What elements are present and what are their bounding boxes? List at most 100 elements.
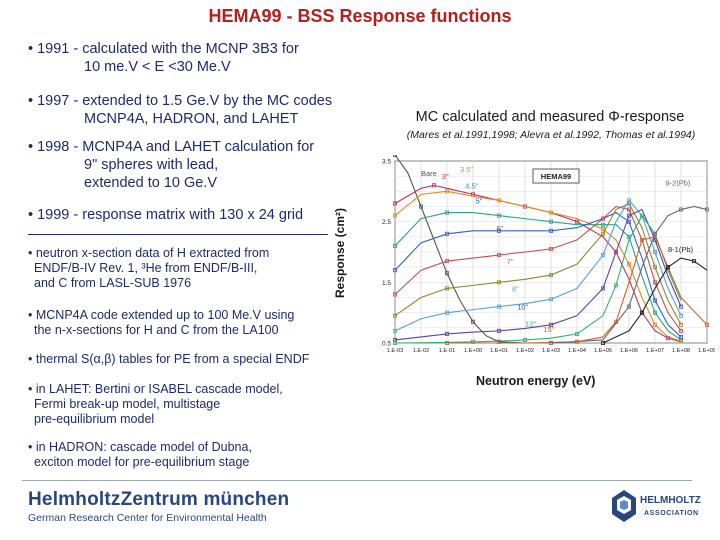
data-point — [496, 228, 501, 233]
y-tick-label: 2.5 — [382, 219, 391, 226]
data-point — [471, 319, 476, 324]
series-label: 8" — [512, 284, 519, 293]
x-tick-label: 1.E-01 — [439, 348, 455, 354]
data-point — [678, 334, 683, 339]
x-tick-label: 1.E+08 — [672, 348, 690, 354]
x-tick-label: 1.E+06 — [620, 348, 638, 354]
data-point — [600, 231, 605, 236]
series-label: 3.5" — [460, 165, 473, 174]
bullet-line: 9" spheres with lead, — [84, 157, 219, 173]
data-point — [626, 304, 631, 309]
y-tick-label: 0.5 — [382, 341, 391, 348]
data-point — [600, 286, 605, 291]
series-line — [602, 257, 708, 344]
series-line — [550, 205, 708, 344]
data-point — [600, 216, 605, 221]
data-point — [445, 286, 450, 291]
bullet-line: extended to 10 Ge.V — [84, 175, 218, 191]
data-point — [652, 250, 657, 255]
bullet-line: • in LAHET: Bertini or ISABEL cascade mo… — [28, 382, 283, 396]
data-point — [445, 189, 450, 194]
x-tick-label: 1.E-02 — [413, 348, 429, 354]
bullet-line: and C from LASL-SUB 1976 — [34, 276, 192, 290]
series-line — [394, 214, 682, 344]
bullet-1991: • 1991 - calculated with the MCNP 3B3 fo… — [28, 40, 368, 76]
data-point — [419, 204, 424, 209]
data-point — [652, 310, 657, 315]
data-point — [392, 268, 397, 273]
bullet-line: • 1991 - calculated with the MCNP 3B3 fo… — [28, 41, 299, 57]
data-point — [548, 340, 553, 345]
series-line — [394, 190, 682, 342]
bullet-line: • 1999 - response matrix with 130 x 24 g… — [28, 207, 304, 223]
bullet-hadron: • in HADRON: cascade model of Dubna, exc… — [28, 440, 368, 470]
data-point — [639, 213, 644, 218]
y-tick-label: 3.5 — [382, 159, 391, 166]
data-point — [496, 253, 501, 258]
data-point — [445, 331, 450, 336]
data-point — [626, 207, 631, 212]
bullet-line: • thermal S(α,β) tables for PE from a sp… — [28, 352, 310, 366]
x-tick-label: 1.E+04 — [568, 348, 586, 354]
data-point — [704, 322, 709, 327]
data-point — [652, 322, 657, 327]
series-label: Bare — [421, 169, 437, 178]
bullet-line: the n-x-sections for H and C from the LA… — [34, 323, 279, 337]
series-label: 6" — [496, 224, 503, 233]
series-label: 12" — [525, 320, 536, 329]
data-point — [548, 297, 553, 302]
figure-reference: (Mares et al.1991,1998; Alevra et al.199… — [406, 129, 696, 141]
y-axis-label: Response (cm²) — [333, 207, 347, 298]
divider-rule — [28, 234, 328, 235]
series-line — [394, 212, 682, 341]
figure-heading: MC calculated and measured Φ-response — [415, 109, 685, 125]
series-line — [394, 211, 682, 338]
x-axis-label: Neutron energy (eV) — [476, 374, 596, 388]
bullet-line: MCNP4A, HADRON, and LAHET — [84, 111, 299, 127]
data-point — [445, 271, 450, 276]
data-point — [496, 304, 501, 309]
data-point — [496, 198, 501, 203]
data-point — [445, 340, 450, 345]
bullet-1997: • 1997 - extended to 1.5 Ge.V by the MC … — [28, 92, 368, 128]
x-tick-label: 1.E-03 — [387, 348, 403, 354]
data-point — [678, 304, 683, 309]
data-point — [548, 322, 553, 327]
data-point — [392, 155, 397, 157]
data-point — [639, 310, 644, 315]
logo-sub-text: German Research Center for Environmental… — [28, 512, 267, 524]
bullet-line: exciton model for pre-equilibrium stage — [34, 455, 250, 469]
bullet-line: pre-equilibrium model — [34, 412, 155, 426]
data-point — [496, 328, 501, 333]
data-point — [548, 210, 553, 215]
data-point — [652, 265, 657, 270]
series-label: 8-1(Pb) — [668, 245, 694, 254]
data-point — [600, 340, 605, 345]
data-point — [392, 340, 397, 345]
data-point — [548, 219, 553, 224]
helmholtz-association-logo: HELMHOLTZ ASSOCIATION — [610, 486, 710, 526]
x-tick-label: 1.E+03 — [542, 348, 560, 354]
data-point — [496, 213, 501, 218]
bullet-xsection: • neutron x-section data of H extracted … — [28, 246, 368, 291]
bullet-lahet: • in LAHET: Bertini or ISABEL cascade mo… — [28, 382, 368, 427]
bullet-line: 10 me.V < E <30 Me.V — [84, 59, 231, 75]
series-label: 5" — [476, 196, 483, 205]
data-point — [392, 213, 397, 218]
bullet-line: • MCNP4A code extended up to 100 Me.V us… — [28, 308, 295, 322]
data-point — [574, 331, 579, 336]
series-label: 9-2(Pb) — [665, 178, 691, 187]
data-point — [678, 207, 683, 212]
series-line — [394, 205, 682, 332]
series-line — [394, 155, 526, 344]
data-point — [445, 310, 450, 315]
slide-title: HEMA99 - BSS Response functions — [208, 6, 512, 26]
data-point — [613, 283, 618, 288]
series-label: 3" — [442, 172, 449, 181]
data-point — [665, 265, 670, 270]
bullet-line: • in HADRON: cascade model of Dubna, — [28, 440, 252, 454]
data-point — [392, 292, 397, 297]
y-tick-label: 1.5 — [382, 280, 391, 287]
series-line — [394, 184, 682, 343]
data-point — [678, 313, 683, 318]
